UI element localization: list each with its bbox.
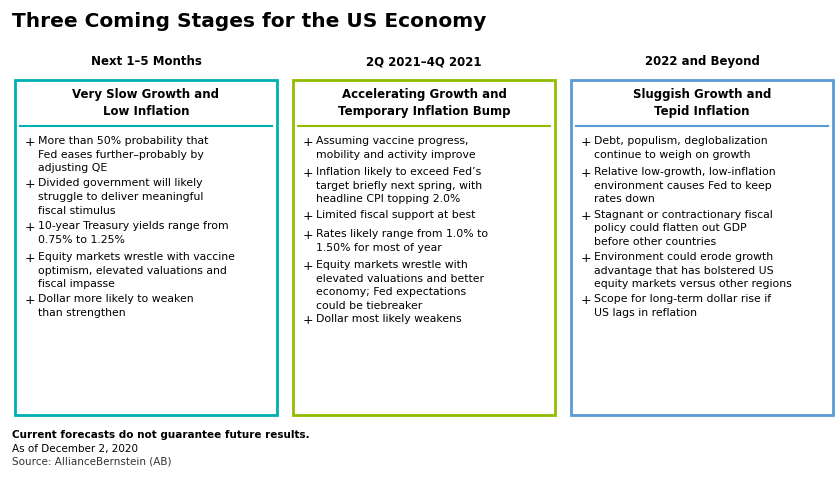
Text: +: +	[581, 210, 591, 223]
Text: +: +	[303, 167, 313, 180]
FancyBboxPatch shape	[571, 80, 833, 415]
Text: Environment could erode growth
advantage that has bolstered US
equity markets ve: Environment could erode growth advantage…	[594, 252, 792, 289]
Text: 2Q 2021–4Q 2021: 2Q 2021–4Q 2021	[366, 55, 482, 68]
Text: Very Slow Growth and
Low Inflation: Very Slow Growth and Low Inflation	[72, 88, 219, 118]
Text: Stagnant or contractionary fiscal
policy could flatten out GDP
before other coun: Stagnant or contractionary fiscal policy…	[594, 210, 773, 247]
FancyBboxPatch shape	[15, 80, 277, 415]
Text: +: +	[25, 294, 35, 307]
Text: More than 50% probability that
Fed eases further–probably by
adjusting QE: More than 50% probability that Fed eases…	[38, 136, 208, 173]
Text: Limited fiscal support at best: Limited fiscal support at best	[316, 210, 475, 220]
Text: +: +	[25, 252, 35, 265]
Text: Three Coming Stages for the US Economy: Three Coming Stages for the US Economy	[12, 12, 486, 31]
Text: +: +	[581, 136, 591, 149]
Text: Divided government will likely
struggle to deliver meaningful
fiscal stimulus: Divided government will likely struggle …	[38, 179, 203, 216]
Text: Accelerating Growth and
Temporary Inflation Bump: Accelerating Growth and Temporary Inflat…	[338, 88, 510, 118]
Text: +: +	[581, 252, 591, 265]
Text: Equity markets wrestle with
elevated valuations and better
economy; Fed expectat: Equity markets wrestle with elevated val…	[316, 260, 484, 311]
Text: Source: AllianceBernstein (AB): Source: AllianceBernstein (AB)	[12, 457, 171, 467]
Text: +: +	[303, 314, 313, 327]
Text: 2022 and Beyond: 2022 and Beyond	[644, 55, 759, 68]
Text: Rates likely range from 1.0% to
1.50% for most of year: Rates likely range from 1.0% to 1.50% fo…	[316, 229, 488, 252]
Text: +: +	[581, 294, 591, 307]
Text: Relative low-growth, low-inflation
environment causes Fed to keep
rates down: Relative low-growth, low-inflation envir…	[594, 167, 775, 204]
Text: Scope for long-term dollar rise if
US lags in reflation: Scope for long-term dollar rise if US la…	[594, 294, 771, 318]
Text: Current forecasts do not guarantee future results.: Current forecasts do not guarantee futur…	[12, 430, 310, 440]
Text: Equity markets wrestle with vaccine
optimism, elevated valuations and
fiscal imp: Equity markets wrestle with vaccine opti…	[38, 252, 235, 289]
Text: +: +	[25, 136, 35, 149]
Text: +: +	[303, 210, 313, 223]
Text: +: +	[581, 167, 591, 180]
Text: Dollar most likely weakens: Dollar most likely weakens	[316, 314, 462, 324]
Text: +: +	[25, 221, 35, 234]
Text: +: +	[25, 179, 35, 192]
Text: 10-year Treasury yields range from
0.75% to 1.25%: 10-year Treasury yields range from 0.75%…	[38, 221, 228, 245]
Text: As of December 2, 2020: As of December 2, 2020	[12, 444, 138, 454]
Text: +: +	[303, 136, 313, 149]
Text: +: +	[303, 229, 313, 242]
Text: Assuming vaccine progress,
mobility and activity improve: Assuming vaccine progress, mobility and …	[316, 136, 475, 160]
Text: Next 1–5 Months: Next 1–5 Months	[91, 55, 202, 68]
Text: +: +	[303, 260, 313, 273]
Text: Sluggish Growth and
Tepid Inflation: Sluggish Growth and Tepid Inflation	[633, 88, 771, 118]
Text: Inflation likely to exceed Fed’s
target briefly next spring, with
headline CPI t: Inflation likely to exceed Fed’s target …	[316, 167, 482, 204]
FancyBboxPatch shape	[293, 80, 555, 415]
Text: Dollar more likely to weaken
than strengthen: Dollar more likely to weaken than streng…	[38, 294, 194, 318]
Text: Debt, populism, deglobalization
continue to weigh on growth: Debt, populism, deglobalization continue…	[594, 136, 768, 160]
